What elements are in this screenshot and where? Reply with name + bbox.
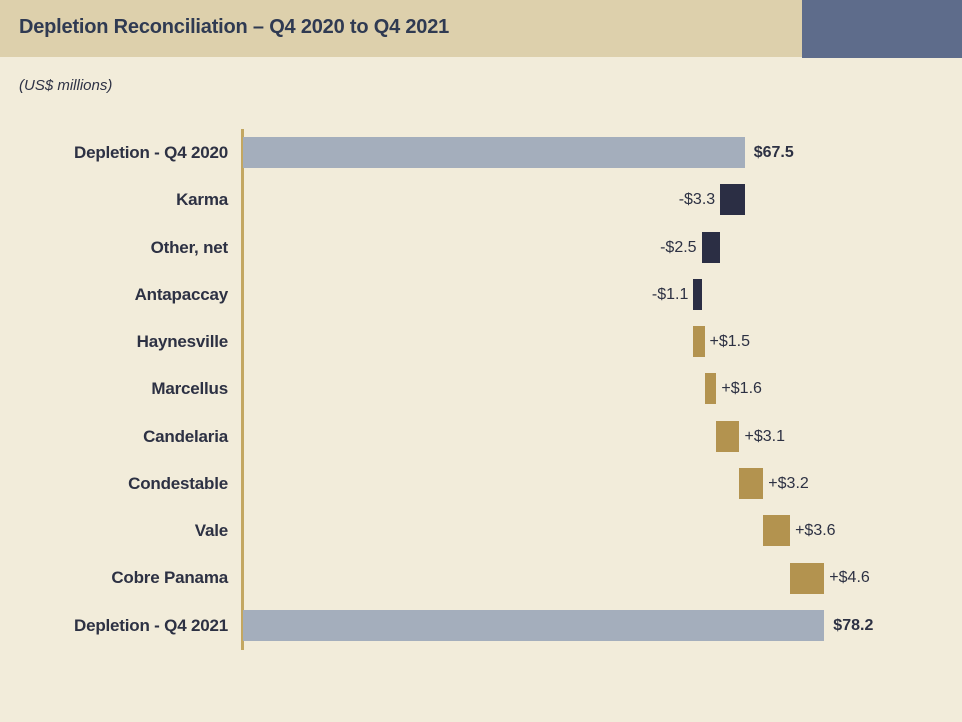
waterfall-bar-increase [739, 467, 764, 499]
chart-row: Depletion - Q4 2020 $67.5 [0, 129, 962, 176]
chart-row: Cobre Panama +$4.6 [0, 554, 962, 601]
chart-row: Haynesville +$1.5 [0, 318, 962, 365]
row-label: Other, net [150, 237, 229, 257]
waterfall-bar-increase [763, 515, 791, 547]
slide-title: Depletion Reconciliation – Q4 2020 to Q4… [19, 16, 450, 38]
bar-value-label: +$1.6 [721, 380, 762, 398]
bar-value-label: +$3.6 [795, 522, 836, 540]
chart-row: Other, net -$2.5 [0, 224, 962, 271]
row-label: Depletion - Q4 2021 [74, 615, 228, 635]
bar-value-label: -$3.3 [678, 191, 716, 209]
bar-value-label: +$3.1 [744, 427, 785, 445]
header-band: Depletion Reconciliation – Q4 2020 to Q4… [0, 0, 962, 57]
bar-value-label: $78.2 [833, 616, 874, 634]
row-label: Candelaria [143, 426, 228, 446]
waterfall-bar-total [242, 609, 825, 641]
chart-row: Antapaccay -$1.1 [0, 271, 962, 318]
bar-value-label: +$4.6 [829, 569, 870, 587]
waterfall-bar-decrease [701, 231, 721, 263]
chart-row: Vale +$3.6 [0, 507, 962, 554]
waterfall-bar-increase [716, 420, 740, 452]
waterfall-bar-increase [790, 562, 825, 594]
units-note: (US$ millions) [19, 77, 113, 94]
row-label: Condestable [128, 473, 228, 493]
waterfall-bar-increase [704, 373, 717, 405]
chart-row: Marcellus +$1.6 [0, 365, 962, 412]
bar-value-label: +$1.5 [709, 333, 750, 351]
row-label: Marcellus [151, 379, 228, 399]
row-label: Karma [176, 190, 228, 210]
chart-row: Condestable +$3.2 [0, 460, 962, 507]
axis-line [241, 129, 244, 650]
chart-row: Depletion - Q4 2021 $78.2 [0, 602, 962, 649]
chart-row: Karma -$3.3 [0, 176, 962, 223]
row-label: Depletion - Q4 2020 [74, 143, 228, 162]
bar-value-label: +$3.2 [768, 474, 809, 492]
bar-value-label: -$1.1 [651, 285, 689, 303]
header-corner-accent [802, 0, 962, 58]
bar-value-label: $67.5 [753, 144, 794, 161]
waterfall-chart: Depletion - Q4 2020 $67.5 Karma -$3.3 Other,… [0, 129, 962, 650]
row-label: Cobre Panama [111, 568, 228, 588]
row-label: Vale [194, 521, 228, 541]
waterfall-bar-increase [693, 326, 705, 358]
waterfall-bar-total [242, 137, 745, 169]
chart-row: Candelaria +$3.1 [0, 413, 962, 460]
bar-value-label: -$2.5 [660, 238, 697, 256]
waterfall-bar-decrease [693, 278, 702, 310]
waterfall-bar-decrease [720, 184, 745, 216]
row-label: Haynesville [136, 332, 229, 352]
row-label: Antapaccay [134, 284, 229, 304]
